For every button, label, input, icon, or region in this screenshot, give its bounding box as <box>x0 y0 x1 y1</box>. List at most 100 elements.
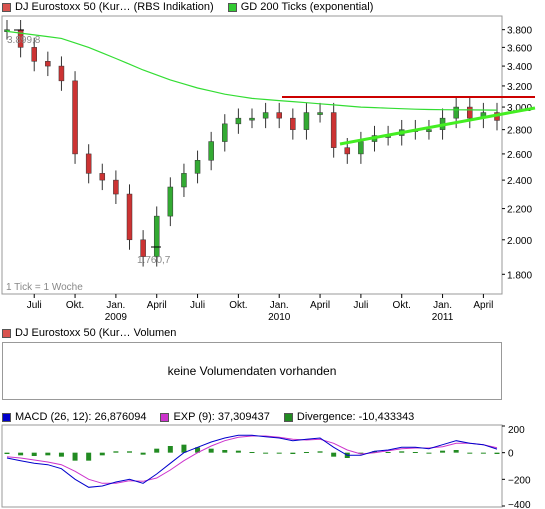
divergence-bar <box>303 452 309 453</box>
macd-chart: 200 0 −200 −400 <box>1 424 531 509</box>
price-ytick-label: 3.600 <box>507 43 532 54</box>
price-ytick-label: 2.600 <box>507 150 532 161</box>
price-candle <box>276 112 282 119</box>
price-xtick-label: Okt. <box>393 300 411 311</box>
divergence-bar <box>167 446 173 453</box>
legend-swatch-gd200 <box>227 2 237 12</box>
divergence-bar <box>290 452 296 454</box>
price-candle <box>194 160 201 174</box>
divergence-bar <box>127 451 132 453</box>
legend-item-volume: DJ Eurostoxx 50 (Kur… Volumen <box>2 327 176 339</box>
divergence-bar <box>195 447 201 453</box>
legend-item-price: DJ Eurostoxx 50 (Kur… (RBS Indikation) <box>2 1 214 13</box>
divergence-bar <box>426 452 432 454</box>
divergence-bar <box>412 452 418 453</box>
price-candle <box>303 112 310 130</box>
legend-swatch-exp <box>160 412 170 422</box>
divergence-bar <box>222 450 228 453</box>
price-candle <box>58 65 65 82</box>
price-candle <box>181 173 187 188</box>
divergence-bar <box>181 444 187 453</box>
exp-line <box>6 435 498 484</box>
price-ytick-label: 2.000 <box>507 236 532 247</box>
macd-ytick-label: −400 <box>508 500 531 509</box>
price-candle <box>153 215 160 257</box>
price-candle <box>467 106 473 119</box>
divergence-bar <box>45 452 51 456</box>
price-candle <box>262 112 269 119</box>
divergence-bar <box>249 452 255 453</box>
macd-ytick-label: 0 <box>508 449 514 460</box>
price-legend: DJ Eurostoxx 50 (Kur… (RBS Indikation) G… <box>2 0 387 14</box>
price-ytick-label: 3.800 <box>507 26 532 37</box>
price-candle <box>126 193 133 241</box>
divergence-bar <box>99 452 105 456</box>
legend-swatch-macd <box>2 412 11 422</box>
price-candle <box>344 147 351 155</box>
price-plot-area <box>1 15 503 295</box>
price-ytick-label: 2.800 <box>507 126 532 137</box>
price-candle <box>222 123 228 142</box>
legend-label-macd: MACD (26, 12): 26,876094 <box>15 411 147 423</box>
price-candle <box>72 80 78 155</box>
divergence-bar <box>453 450 459 453</box>
year-label: 2011 <box>432 312 454 323</box>
price-ytick-label: 2.400 <box>507 176 532 187</box>
price-candle <box>85 153 92 174</box>
price-xtick-label: Jan. <box>270 300 289 311</box>
price-candle <box>167 186 174 217</box>
price-ytick-label: 1.800 <box>507 270 532 281</box>
price-xtick-label: Juli <box>27 300 42 311</box>
divergence-bar <box>317 451 323 453</box>
volume-legend: DJ Eurostoxx 50 (Kur… Volumen <box>2 326 190 340</box>
price-candle <box>113 179 119 195</box>
divergence-bar <box>440 450 446 453</box>
divergence-bar <box>372 451 377 453</box>
price-candle <box>426 129 432 132</box>
price-xtick-label: Jan. <box>433 300 452 311</box>
macd-legend: MACD (26, 12): 26,876094 EXP (9): 37,309… <box>2 410 428 424</box>
price-ytick-label: 3.400 <box>507 62 532 73</box>
divergence-bar <box>467 452 473 454</box>
legend-item-gd200: GD 200 Ticks (exponential) <box>227 1 374 13</box>
legend-label-divergence: Divergence: -10,433343 <box>296 411 415 423</box>
legend-item-macd: MACD (26, 12): 26,876094 <box>2 411 146 423</box>
volume-panel: keine Volumendaten vorhanden <box>2 342 502 400</box>
low-label: 1.760,7 <box>137 255 171 266</box>
divergence-bar <box>494 452 500 454</box>
divergence-bar <box>4 452 10 454</box>
divergence-bar <box>140 452 146 455</box>
price-candle <box>453 106 459 119</box>
divergence-bar <box>18 452 24 456</box>
price-chart: 3.800 3.600 3.400 3.200 3.000 2.800 2.600 2.400… <box>1 15 536 323</box>
macd-ytick-label: 200 <box>508 425 525 436</box>
macd-ytick-label: −200 <box>508 475 531 486</box>
divergence-bar <box>208 448 214 453</box>
price-candle <box>358 141 364 155</box>
legend-label-exp: EXP (9): 37,309437 <box>173 411 270 423</box>
legend-item-divergence: Divergence: -10,433343 <box>283 411 415 423</box>
divergence-bar <box>58 452 64 457</box>
price-xtick-label: Juli <box>190 300 205 311</box>
divergence-bar <box>235 450 241 453</box>
divergence-bar <box>263 452 269 454</box>
legend-item-exp: EXP (9): 37,309437 <box>160 411 270 423</box>
divergence-bar <box>113 451 119 453</box>
price-candle <box>208 141 214 161</box>
price-candle <box>235 117 242 125</box>
divergence-bar <box>385 452 391 453</box>
divergence-bar <box>31 452 37 456</box>
legend-label-price: DJ Eurostoxx 50 (Kur… (RBS Indikation) <box>15 1 214 13</box>
legend-label-gd200: GD 200 Ticks (exponential) <box>240 1 374 13</box>
price-xtick-label: April <box>473 300 493 311</box>
price-ytick-label: 3.200 <box>507 82 532 93</box>
price-xtick-label: Okt. <box>66 300 84 311</box>
legend-swatch-divergence <box>283 412 293 422</box>
price-xtick-label: Okt. <box>229 300 247 311</box>
legend-label-volume: DJ Eurostoxx 50 (Kur… Volumen <box>15 327 177 339</box>
year-label: 2009 <box>105 312 128 323</box>
legend-swatch-volume <box>2 328 11 338</box>
price-candle <box>140 239 146 257</box>
price-xtick-label: April <box>147 300 167 311</box>
divergence-bar <box>358 452 364 454</box>
